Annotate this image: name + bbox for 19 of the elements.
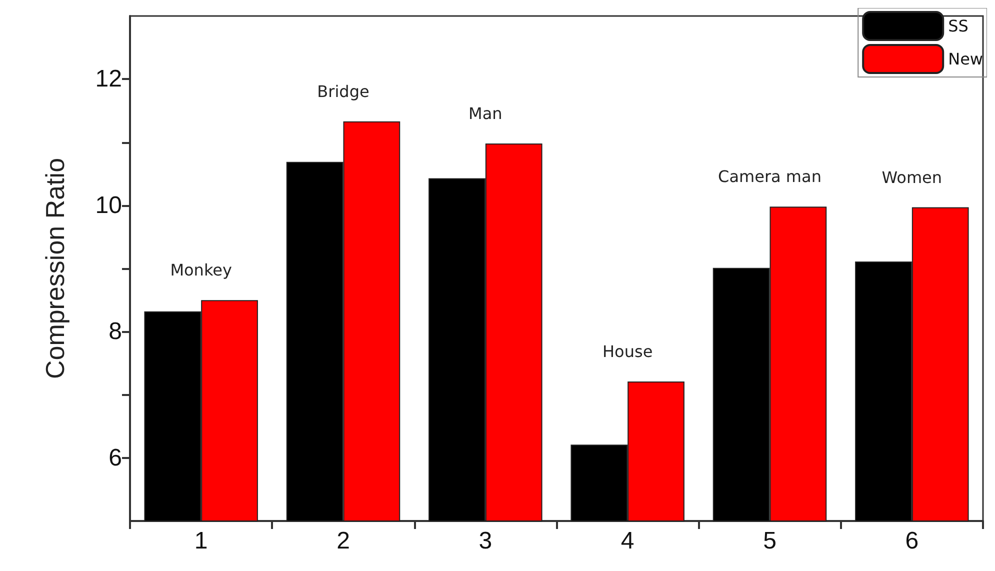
y-tick-label: 6 xyxy=(108,444,122,472)
annotation: Women xyxy=(882,168,942,187)
annotation: Man xyxy=(468,104,502,124)
x-tick-label: 1 xyxy=(194,528,208,554)
x-tick-label: 4 xyxy=(620,528,634,554)
x-tick-label: 3 xyxy=(478,528,492,554)
annotation: House xyxy=(602,342,653,361)
x-tick-label: 5 xyxy=(763,528,776,554)
y-tick-label: 12 xyxy=(95,66,122,93)
y-tick-label: 8 xyxy=(108,318,122,346)
y-tick-label: 10 xyxy=(95,192,122,219)
annotation: Bridge xyxy=(317,82,370,101)
y-axis-title: Compression Ratio xyxy=(40,158,70,380)
x-tick-label: 6 xyxy=(905,528,919,554)
legend-label: SS xyxy=(948,16,968,36)
x-tick-label: 2 xyxy=(336,528,350,554)
annotation: Monkey xyxy=(170,260,232,280)
annotation: Camera man xyxy=(718,167,822,186)
legend-label: New xyxy=(948,50,984,68)
